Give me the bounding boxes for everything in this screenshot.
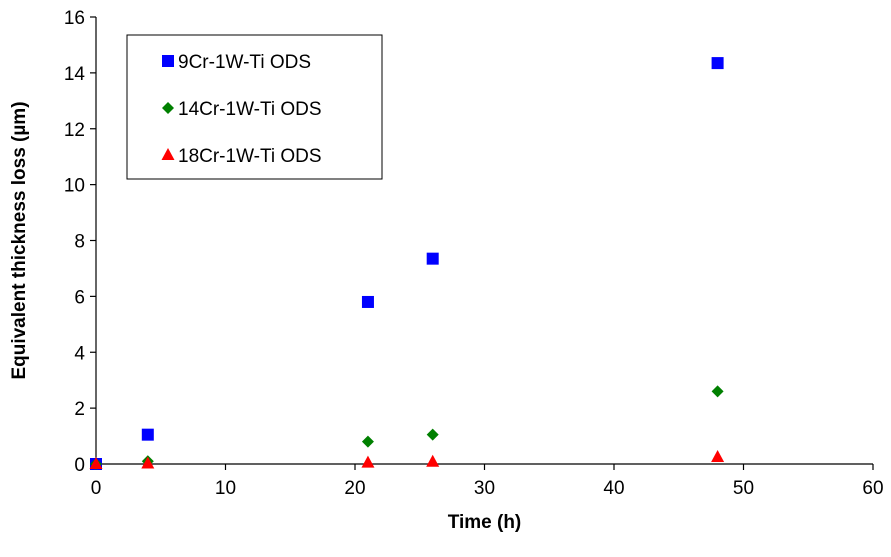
data-point (361, 455, 375, 468)
x-tick-label: 50 (733, 478, 754, 499)
x-tick-label: 40 (603, 478, 624, 499)
data-point (426, 454, 440, 467)
y-tick-label: 14 (64, 64, 86, 85)
legend-marker (162, 55, 174, 67)
x-tick-label: 20 (344, 478, 365, 499)
legend: 9Cr-1W-Ti ODS 14Cr-1W-Ti ODS 18Cr-1W-Ti OD… (126, 34, 383, 180)
legend-entry: 18Cr-1W-Ti ODS (161, 146, 322, 167)
data-point (711, 385, 724, 398)
legend-marker (162, 102, 174, 114)
x-tick-label: 0 (91, 478, 102, 499)
data-point (89, 457, 103, 469)
y-tick-label: 6 (74, 287, 85, 308)
data-point (426, 428, 439, 441)
y-tick-label: 8 (74, 232, 85, 253)
data-point (711, 450, 725, 463)
y-tick-label: 4 (74, 343, 85, 364)
legend-marker (161, 148, 175, 160)
y-tick-label: 2 (74, 399, 85, 420)
legend-label: 18Cr-1W-Ti ODS (178, 146, 322, 167)
x-tick-label: 30 (474, 478, 495, 499)
data-point (711, 57, 724, 70)
legend-label: 9Cr-1W-Ti ODS (178, 52, 311, 73)
x-tick-label: 60 (862, 478, 883, 499)
series-3 (89, 450, 725, 469)
data-point (361, 435, 374, 448)
series-2 (90, 385, 724, 470)
ticks: 0 10 20 30 40 50 60 0 2 4 6 8 10 12 14 16 (64, 8, 884, 499)
data-point (361, 295, 374, 308)
data-point (426, 252, 439, 265)
legend-entry: 9Cr-1W-Ti ODS (162, 52, 311, 73)
data-point (141, 428, 154, 441)
data-marks (89, 57, 725, 470)
y-tick-label: 12 (64, 120, 85, 141)
y-tick-label: 10 (64, 176, 85, 197)
legend-entry: 14Cr-1W-Ti ODS (162, 99, 322, 120)
y-tick-label: 0 (74, 455, 85, 476)
x-tick-label: 10 (215, 478, 236, 499)
x-axis-title: Time (h) (448, 512, 522, 533)
legend-label: 14Cr-1W-Ti ODS (178, 99, 322, 120)
y-axis-title: Equivalent thickness loss (µm) (9, 101, 30, 379)
data-point (141, 456, 155, 469)
y-tick-label: 16 (64, 8, 85, 29)
